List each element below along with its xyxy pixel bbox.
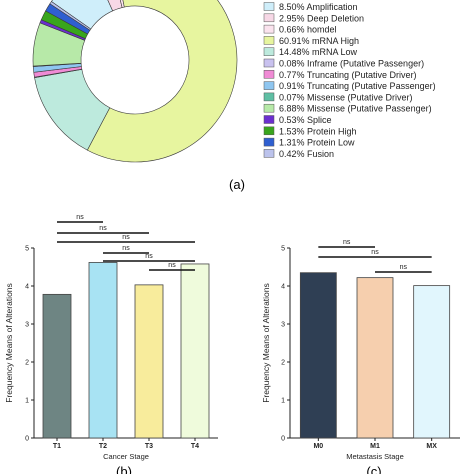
donut-slice — [51, 0, 114, 30]
y-tick-label: 5 — [25, 246, 29, 253]
metastasis-stage-bar-chart: 0 1 2 3 4 5 M0 M1 MX Metastasis Stage Frequency Me… — [261, 239, 460, 461]
x-tick-label: M0 — [313, 443, 323, 450]
cancer-stage-bar-chart: 0 1 2 3 4 5 T1 T2 T3 T4 Cancer Stage Frequency Mean… — [4, 214, 218, 461]
y-tick-label: 0 — [281, 436, 285, 443]
y-tick-label: 4 — [25, 284, 29, 291]
legend-entry: 60.91% mRNA High — [279, 36, 359, 46]
legend-entry: 0.66% homdel — [279, 25, 337, 35]
legend-entry: 0.07% Missense (Putative Driver) — [279, 92, 413, 102]
significance-label: ns — [145, 253, 153, 260]
significance-label: ns — [122, 245, 130, 252]
significance-label: ns — [168, 262, 176, 269]
legend-swatch — [263, 70, 275, 79]
bar-t2 — [88, 262, 118, 439]
legend-swatch — [263, 126, 275, 136]
legend-entry: 1.31% Protein Low — [279, 138, 355, 148]
legend-swatch — [263, 58, 275, 68]
panel-label-c: (c) — [366, 464, 381, 474]
x-axis-label: Cancer Stage — [103, 452, 149, 461]
x-tick-label: T2 — [99, 443, 107, 450]
significance-label: ns — [76, 214, 84, 221]
bar-mx — [413, 285, 451, 439]
legend-swatch — [263, 103, 275, 113]
y-axis-label: Frequency Means of Alterations — [261, 283, 271, 403]
x-tick-label: M1 — [370, 443, 380, 450]
legend-swatch — [263, 24, 275, 34]
legend-entry: 0.91% Truncating (Putative Passenger) — [279, 81, 436, 91]
x-axis-label: Metastasis Stage — [346, 452, 404, 461]
legend-entry: 0.42% Fusion — [279, 149, 334, 159]
bar-t3 — [134, 284, 164, 439]
legend-swatch — [263, 92, 275, 102]
legend-swatch — [263, 81, 275, 90]
legend-entry: 0.77% Truncating (Putative Driver) — [279, 70, 417, 80]
y-tick-label: 1 — [25, 398, 29, 405]
donut-slice — [86, 0, 238, 163]
significance-label: ns — [400, 264, 408, 271]
x-tick-label: MX — [426, 443, 437, 450]
significance-label: ns — [122, 234, 130, 241]
significance-label: ns — [99, 225, 107, 232]
y-tick-label: 0 — [25, 436, 29, 443]
legend-entry: 8.50% Amplification — [279, 2, 358, 12]
legend-swatch — [263, 47, 275, 56]
y-tick-label: 2 — [281, 360, 285, 367]
panel-label-a: (a) — [229, 177, 245, 192]
y-tick-label: 3 — [25, 322, 29, 329]
bar-m1 — [356, 277, 394, 439]
legend-entry: 0.53% Splice — [279, 115, 332, 125]
legend-swatch — [263, 2, 275, 11]
bar-t4 — [180, 263, 210, 439]
donut-chart — [32, 0, 238, 163]
legend-swatch — [263, 149, 275, 158]
y-tick-label: 5 — [281, 246, 285, 253]
significance-label: ns — [371, 249, 379, 256]
legend-swatch — [263, 13, 275, 23]
y-tick-label: 2 — [25, 360, 29, 367]
y-axis-label: Frequency Means of Alterations — [4, 283, 14, 403]
bar-m0 — [299, 272, 337, 439]
legend-swatch — [263, 36, 275, 45]
donut-slice — [49, 1, 92, 31]
significance-label: ns — [343, 239, 351, 246]
x-tick-label: T3 — [145, 443, 153, 450]
y-tick-label: 1 — [281, 398, 285, 405]
legend-entry: 1.53% Protein High — [279, 126, 357, 136]
x-tick-label: T1 — [53, 443, 61, 450]
x-tick-label: T4 — [191, 443, 199, 450]
legend-entry: 6.88% Missense (Putative Passenger) — [279, 104, 432, 114]
legend-swatch — [263, 137, 275, 147]
panel-label-b: (b) — [116, 464, 132, 474]
legend-entry: 2.95% Deep Deletion — [279, 13, 364, 23]
legend-entry: 14.48% mRNA Low — [279, 47, 358, 57]
legend-swatch — [263, 115, 275, 124]
y-tick-label: 3 — [281, 322, 285, 329]
y-tick-label: 4 — [281, 284, 285, 291]
legend-entry: 0.08% Inframe (Putative Passenger) — [279, 59, 424, 69]
bar-t1 — [42, 293, 72, 439]
